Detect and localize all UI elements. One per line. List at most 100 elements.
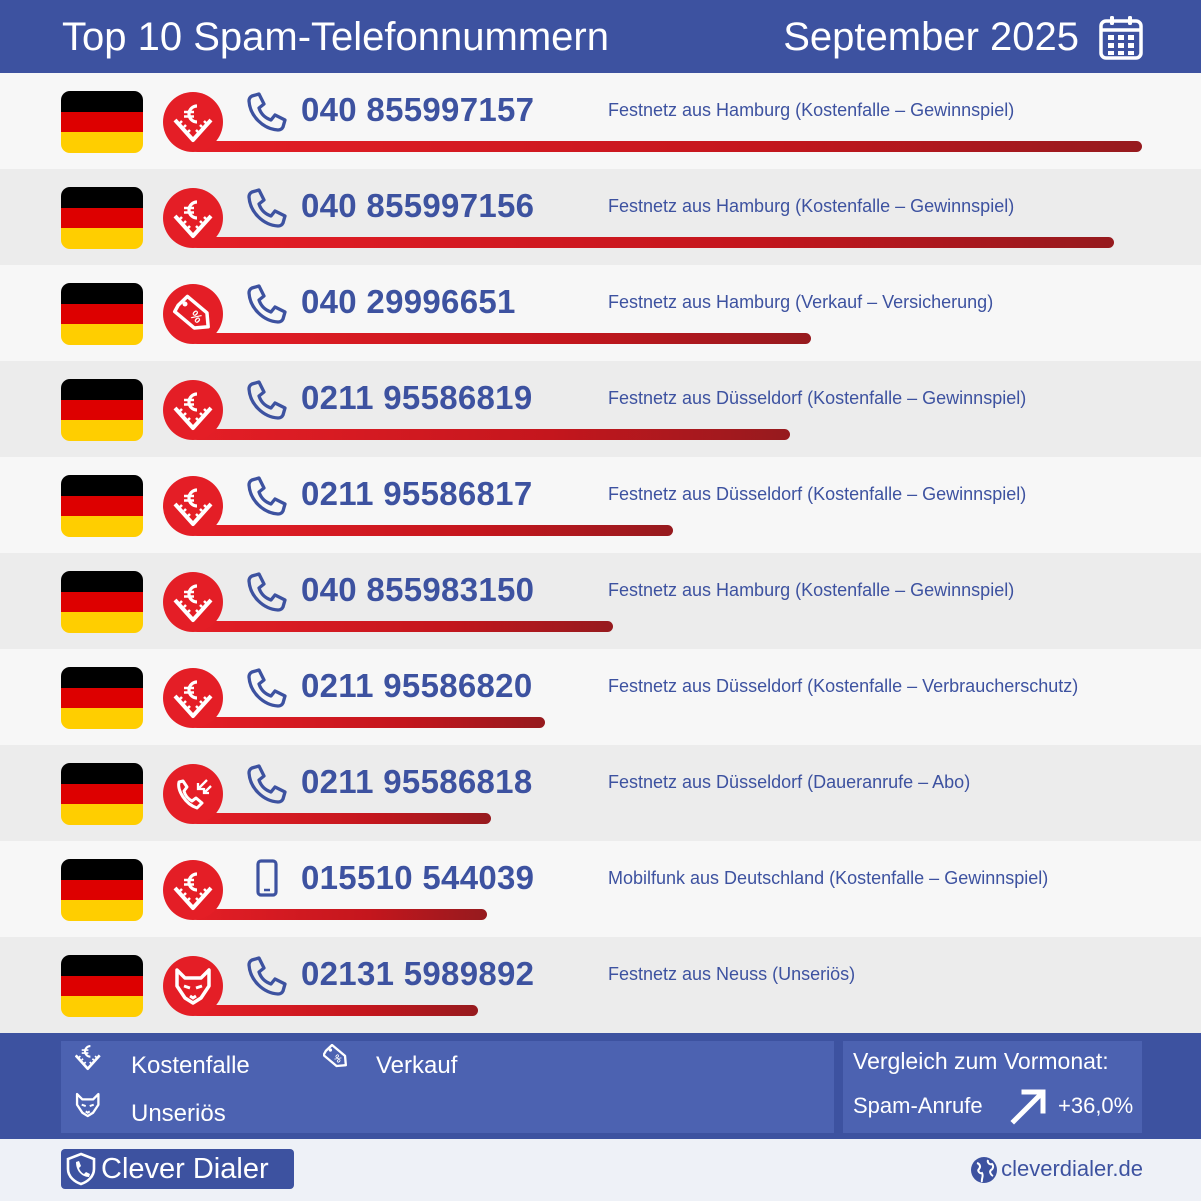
table-row: 040 855997156 Festnetz aus Hamburg (Koste… [0,169,1201,265]
euro-icon [75,1044,115,1084]
euro-icon [163,188,223,248]
legend-label-unserioes: Unseriös [131,1100,226,1127]
phone-number: 040 855983150 [301,571,535,608]
phone-number: 0211 95586820 [301,667,533,704]
landline-phone-icon [244,473,290,519]
number-description: Festnetz aus Hamburg (Kostenfalle – Gewi… [608,196,1015,216]
bar [192,237,1115,248]
table-row: 040 29996651 Festnetz aus Hamburg (Verkau… [0,265,1201,361]
bar [192,717,546,728]
legend-panel: Kostenfalle Verkauf Unseriös Vergleich z… [0,1033,1201,1139]
number-description: Festnetz aus Düsseldorf (Kostenfalle – G… [608,484,1027,504]
table-row: 0211 95586820 Festnetz aus Düsseldorf (Ko… [0,649,1201,745]
germany-flag [61,763,143,825]
landline-phone-icon [244,569,290,615]
phone-number: 015510 544039 [301,859,535,896]
bar [192,525,673,536]
bar [192,429,790,440]
germany-flag [61,571,143,633]
mobile-phone-icon [244,857,290,903]
euro-icon [163,476,223,536]
number-description: Festnetz aus Neuss (Unseriös) [608,964,856,984]
bar [192,909,487,920]
table-row: 040 855983150 Festnetz aus Hamburg (Koste… [0,553,1201,649]
bar [192,333,812,344]
germany-flag [61,283,143,345]
landline-phone-icon [244,953,290,999]
phone-number: 040 29996651 [301,283,516,320]
comparison-title: Vergleich zum Vormonat: [853,1048,1109,1074]
sale-tag-icon [323,1044,363,1084]
euro-icon [163,92,223,152]
report-date: September 2025 [783,15,1079,59]
category-badge [163,572,223,632]
comparison-value: +36,0% [1058,1093,1134,1118]
phone-number: 0211 95586817 [301,475,533,512]
header-banner: Top 10 Spam-Telefonnummern September 202… [0,0,1201,73]
bar [192,621,613,632]
category-badge [163,956,223,1016]
category-badge [163,668,223,728]
euro-icon [163,380,223,440]
category-badge [163,860,223,920]
category-badge [163,284,223,344]
sale-tag-icon [163,284,223,344]
bar [192,813,492,824]
phone-number: 02131 5989892 [301,955,535,992]
germany-flag [61,667,143,729]
brand-name: Clever Dialer [101,1153,269,1185]
fox-icon [75,1092,115,1132]
legend-label-kostenfalle: Kostenfalle [131,1052,250,1079]
bar [192,141,1142,152]
spam-number-chart: 040 855997157 Festnetz aus Hamburg (Koste… [0,73,1201,1033]
phone-number: 0211 95586818 [301,763,533,800]
table-row: 040 855997157 Festnetz aus Hamburg (Koste… [0,73,1201,169]
calendar-icon [1099,16,1143,60]
comparison-panel: Vergleich zum Vormonat: Spam-Anrufe +36,… [843,1041,1142,1133]
table-row: 0211 95586819 Festnetz aus Düsseldorf (Ko… [0,361,1201,457]
phone-number: 0211 95586819 [301,379,533,416]
table-row: 015510 544039 Mobilfunk aus Deutschland (… [0,841,1201,937]
category-legend: Kostenfalle Verkauf Unseriös [61,1041,834,1133]
category-badge [163,476,223,536]
number-description: Festnetz aus Hamburg (Verkauf – Versiche… [608,292,994,312]
number-description: Festnetz aus Düsseldorf (Daueranrufe – A… [608,772,971,792]
phone-number: 040 855997157 [301,91,535,128]
comparison-label: Spam-Anrufe [853,1093,983,1118]
shield-phone-icon [66,1152,96,1186]
germany-flag [61,379,143,441]
euro-icon [163,860,223,920]
page-title: Top 10 Spam-Telefonnummern [62,15,609,59]
germany-flag [61,955,143,1017]
landline-phone-icon [244,665,290,711]
landline-phone-icon [244,89,290,135]
number-description: Festnetz aus Hamburg (Kostenfalle – Gewi… [608,580,1015,600]
bar [192,1005,478,1016]
number-description: Mobilfunk aus Deutschland (Kostenfalle –… [608,868,1049,888]
fox-icon [163,956,223,1016]
landline-phone-icon [244,377,290,423]
germany-flag [61,475,143,537]
legend-label-verkauf: Verkauf [376,1052,458,1079]
footer: Clever Dialer cleverdialer.de [0,1139,1201,1201]
table-row: 0211 95586818 Festnetz aus Düsseldorf (Da… [0,745,1201,841]
category-badge [163,380,223,440]
phone-number: 040 855997156 [301,187,535,224]
globe-icon [971,1157,997,1183]
euro-icon [163,668,223,728]
number-description: Festnetz aus Düsseldorf (Kostenfalle – G… [608,388,1027,408]
category-badge [163,764,223,824]
repeated-calls-icon [163,764,223,824]
germany-flag [61,859,143,921]
table-row: 0211 95586817 Festnetz aus Düsseldorf (Ko… [0,457,1201,553]
category-badge [163,92,223,152]
landline-phone-icon [244,281,290,327]
landline-phone-icon [244,761,290,807]
euro-icon [163,572,223,632]
website-link[interactable]: cleverdialer.de [1001,1156,1143,1181]
germany-flag [61,187,143,249]
clever-dialer-logo: Clever Dialer [61,1149,294,1189]
category-badge [163,188,223,248]
number-description: Festnetz aus Hamburg (Kostenfalle – Gewi… [608,100,1015,120]
number-description: Festnetz aus Düsseldorf (Kostenfalle – V… [608,676,1079,696]
